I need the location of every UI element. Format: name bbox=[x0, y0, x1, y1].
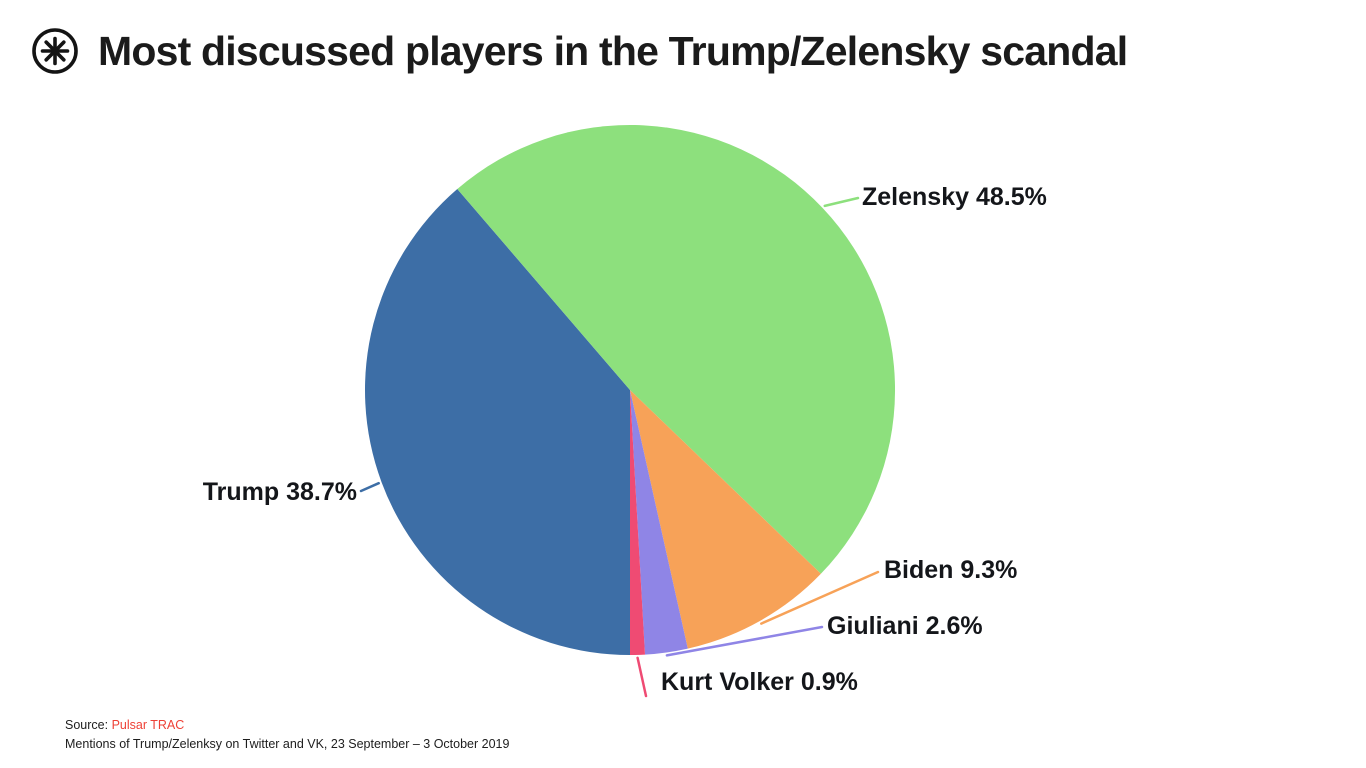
slice-label-biden: Biden 9.3% bbox=[884, 556, 1018, 584]
page-title: Most discussed players in the Trump/Zele… bbox=[98, 27, 1128, 74]
pie-slice-biden bbox=[630, 390, 821, 649]
slice-label-zelensky: Zelensky 48.5% bbox=[862, 183, 1047, 211]
leader-line-biden bbox=[760, 570, 880, 625]
source-prefix: Source: bbox=[65, 718, 109, 732]
source-link[interactable]: Pulsar TRAC bbox=[111, 718, 185, 732]
pulsar-asterisk-logo-icon bbox=[32, 28, 78, 74]
leader-line-zelensky bbox=[823, 196, 860, 208]
header: Most discussed players in the Trump/Zele… bbox=[30, 26, 1128, 76]
pie-slice-zelensky bbox=[457, 124, 896, 574]
slice-label-trump: Trump 38.7% bbox=[202, 478, 357, 506]
pie-slice-trump bbox=[364, 189, 630, 655]
slice-label-kurt-volker: Kurt Volker 0.9% bbox=[661, 668, 858, 696]
leader-line-giuliani bbox=[665, 625, 824, 657]
leader-line-trump bbox=[359, 481, 380, 493]
source-note: Mentions of Trump/Zelenksy on Twitter an… bbox=[65, 737, 510, 752]
slice-label-giuliani: Giuliani 2.6% bbox=[827, 612, 983, 640]
source-line: Source: Pulsar TRAC bbox=[65, 716, 509, 735]
pie-slice-kurt-volker bbox=[630, 390, 645, 656]
leader-line-kurt-volker bbox=[636, 656, 648, 698]
footer: Source: Pulsar TRAC Mentions of Trump/Ze… bbox=[65, 716, 509, 755]
pie-slice-giuliani bbox=[630, 390, 688, 655]
